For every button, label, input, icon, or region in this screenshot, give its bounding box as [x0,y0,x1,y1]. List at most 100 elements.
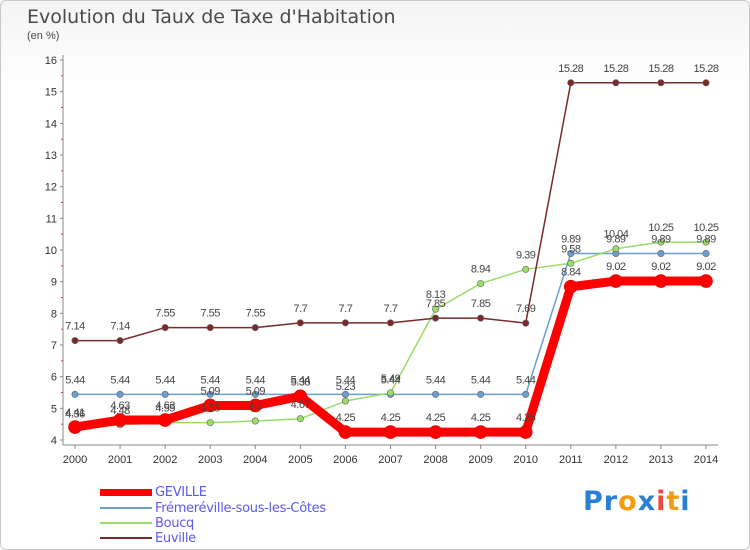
data-label: 7.85 [426,298,446,310]
logo-letter: t [666,486,681,517]
data-point [251,324,259,332]
data-label: 5.09 [201,385,221,397]
data-label: 10.25 [693,222,718,234]
data-label: 9.02 [606,261,626,273]
x-tick-label: 2006 [333,454,357,466]
data-point [702,249,710,257]
y-tick-label: 15 [45,87,57,99]
data-point [522,390,530,398]
data-label: 7.55 [155,308,175,320]
data-point [203,398,218,413]
data-label: 7.14 [65,321,85,333]
data-label: 9.89 [696,233,716,245]
data-point [477,280,485,288]
data-label: 5.44 [426,374,446,386]
data-point [609,274,623,288]
data-point [383,425,398,439]
logo-letter: P [583,486,604,517]
data-label: 9.89 [651,233,671,245]
data-point [161,390,169,398]
data-point [251,390,259,398]
data-label: 5.23 [336,381,356,393]
data-label: 5.38 [291,376,311,388]
data-point [428,425,443,439]
data-label: 4.41 [65,407,85,419]
data-label: 5.44 [471,374,491,386]
legend-swatch [100,522,152,524]
x-tick-label: 2001 [108,454,132,466]
data-label: 7.69 [516,303,536,315]
chart-unit-label: (en %) [27,30,60,42]
y-tick-label: 4 [51,435,57,447]
y-tick-label: 10 [45,245,57,257]
data-label: 5.44 [336,374,356,386]
y-tick-label: 11 [46,213,57,225]
logo-letter: r [603,486,619,517]
data-label: 4.6 [248,401,262,413]
data-point [563,279,578,294]
x-tick-label: 2002 [153,454,177,466]
data-point [432,314,440,322]
data-label: 7.7 [339,303,353,315]
y-tick-label: 7 [51,340,57,352]
data-label: 15.28 [693,63,718,75]
data-label: 4.63 [110,400,130,412]
data-point [702,238,710,246]
legend-item-fremereville: Frémeréville-sous-les-Côtes [100,500,326,516]
data-label: 4.55 [201,403,221,415]
data-point [206,390,214,398]
legend-label: GEVILLE [155,484,207,500]
data-point [116,390,124,398]
data-point [248,398,263,413]
data-point [386,389,394,397]
data-label: 15.28 [558,63,583,75]
data-label: 15.28 [648,63,673,75]
data-label: 7.55 [246,308,266,320]
data-label: 7.55 [201,308,221,320]
data-point [432,390,440,398]
data-label: 9.89 [561,233,581,245]
data-label: 4.25 [426,412,446,424]
y-tick-label: 6 [51,372,57,384]
data-label: 7.85 [471,298,491,310]
data-point [341,319,349,327]
legend-swatch [100,488,152,496]
data-point [296,415,304,423]
data-label: 5.44 [155,374,175,386]
data-label: 4.48 [110,405,130,417]
data-label: 4.25 [471,412,491,424]
x-tick-label: 2009 [468,454,492,466]
y-tick-label: 12 [45,182,57,194]
y-tick-label: 9 [51,277,57,289]
data-point [473,425,488,439]
data-label: 7.7 [384,303,398,315]
logo-letter: o [618,486,638,517]
data-label: 5.44 [110,374,130,386]
legend-item-euville: Euville [100,530,196,546]
legend-swatch [100,537,152,539]
x-tick-label: 2005 [288,454,312,466]
data-label: 5.44 [381,374,401,386]
legend-label: Frémeréville-sous-les-Côtes [155,500,326,516]
data-label: 10.25 [648,222,673,234]
data-point [702,79,710,87]
data-label: 5.44 [201,374,221,386]
data-point [522,265,530,273]
data-label: 4.63 [155,400,175,412]
data-label: 4.36 [65,409,85,421]
chart-title: Evolution du Taux de Taxe d'Habitation [27,6,396,28]
data-label: 5.09 [246,385,266,397]
logo-letter: x [637,486,657,517]
data-label: 4.25 [381,412,401,424]
data-label: 5.44 [291,374,311,386]
x-tick-label: 2003 [198,454,222,466]
data-point [567,79,575,87]
data-point [116,337,124,345]
legend-label: Euville [155,530,196,546]
x-tick-label: 2014 [694,454,718,466]
data-label: 7.14 [110,321,130,333]
data-point [158,413,172,427]
data-point [612,245,620,253]
